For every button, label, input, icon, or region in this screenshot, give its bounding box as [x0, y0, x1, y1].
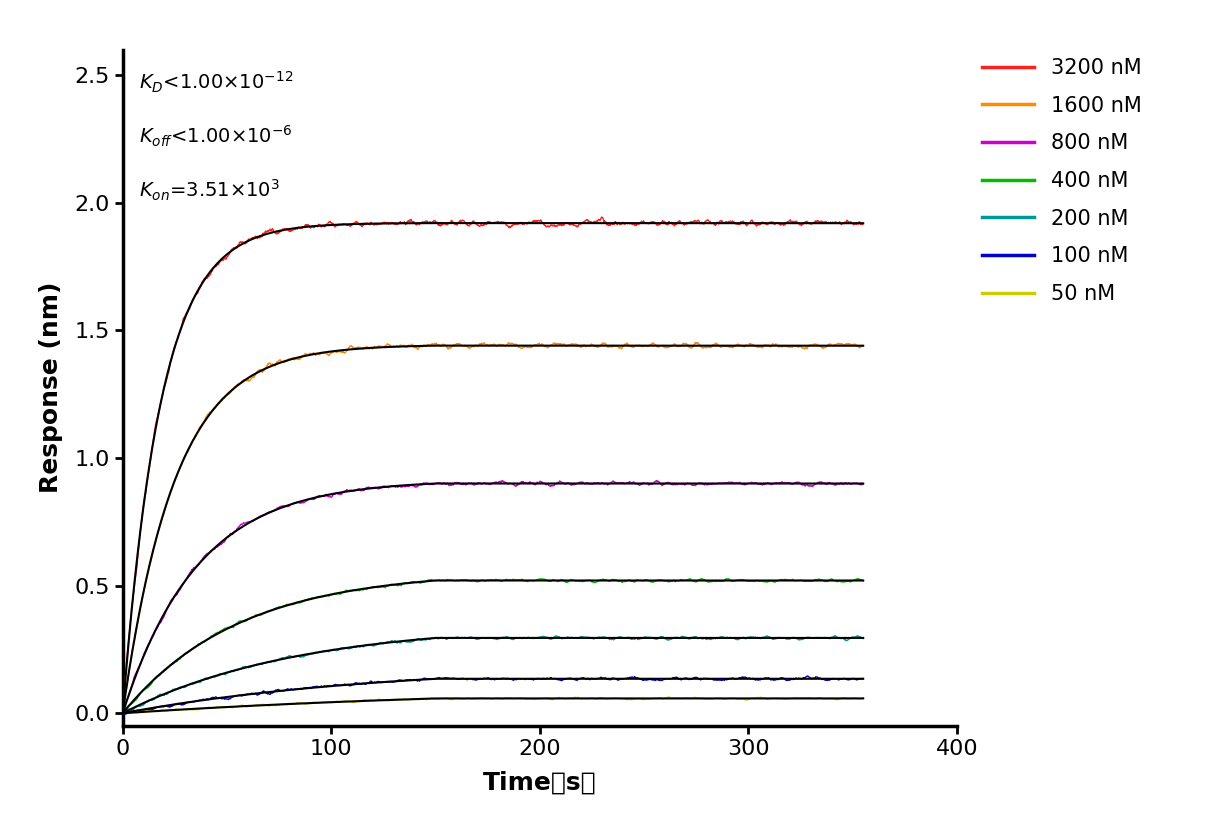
- Y-axis label: Response (nm): Response (nm): [39, 282, 63, 493]
- Text: $K_D$<1.00×10$^{-12}$: $K_D$<1.00×10$^{-12}$: [140, 70, 293, 95]
- Legend: 3200 nM, 1600 nM, 800 nM, 400 nM, 200 nM, 100 nM, 50 nM: 3200 nM, 1600 nM, 800 nM, 400 nM, 200 nM…: [974, 50, 1150, 313]
- Text: $K_{off}$<1.00×10$^{-6}$: $K_{off}$<1.00×10$^{-6}$: [140, 124, 293, 149]
- Text: $K_{on}$=3.51×10$^3$: $K_{on}$=3.51×10$^3$: [140, 178, 281, 203]
- X-axis label: Time（s）: Time（s）: [483, 771, 596, 794]
